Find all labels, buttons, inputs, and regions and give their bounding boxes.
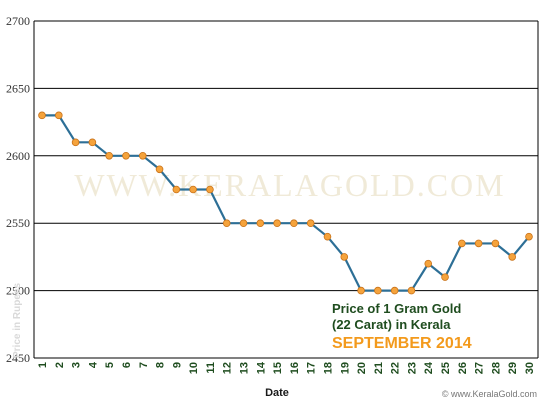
x-tick-label: 25 bbox=[440, 362, 452, 374]
data-point bbox=[38, 111, 46, 120]
data-point bbox=[508, 253, 517, 261]
x-tick-labels: 1 2 3 4 5 6 7 8 9 10 11 12 13 14 15 16 17 18 19 20 21 22 23 24 2… bbox=[37, 361, 536, 374]
data-point bbox=[172, 185, 181, 194]
data-point bbox=[54, 111, 63, 120]
x-tick-label: 14 bbox=[255, 361, 267, 374]
x-tick-label: 28 bbox=[490, 362, 502, 374]
y-tick-label: 2600 bbox=[6, 149, 30, 163]
x-tick-label: 16 bbox=[289, 362, 301, 374]
y-tick-labels: 2450 2500 2550 2600 2650 2700 bbox=[6, 14, 30, 365]
x-tick-label: 17 bbox=[306, 362, 318, 374]
data-point bbox=[323, 232, 332, 241]
data-point bbox=[340, 253, 349, 261]
data-point bbox=[306, 219, 315, 228]
x-tick-label: 22 bbox=[390, 362, 402, 374]
watermark-text: WWW.KERALAGOLD.COM bbox=[74, 167, 505, 203]
data-point bbox=[273, 219, 281, 228]
data-point bbox=[474, 239, 483, 248]
x-tick-label: 2 bbox=[54, 362, 66, 368]
x-tick-label: 23 bbox=[406, 362, 418, 374]
data-point bbox=[71, 138, 80, 147]
x-tick-label: 10 bbox=[188, 362, 200, 374]
x-tick-label: 8 bbox=[155, 362, 167, 368]
y-tick-label: 2550 bbox=[6, 216, 30, 230]
x-tick-label: 7 bbox=[138, 362, 150, 368]
x-tick-label: 6 bbox=[121, 362, 133, 368]
data-point bbox=[138, 152, 147, 160]
data-point bbox=[357, 286, 365, 295]
data-point bbox=[206, 185, 214, 194]
data-point bbox=[491, 239, 500, 248]
data-point bbox=[88, 138, 97, 147]
y-tick-label: 2500 bbox=[6, 284, 30, 298]
x-tick-label: 1 bbox=[37, 362, 49, 368]
x-tick-label: 9 bbox=[171, 362, 183, 368]
site-credit: © www.KeralaGold.com bbox=[442, 389, 537, 399]
data-point bbox=[155, 165, 164, 174]
x-tick-label: 11 bbox=[205, 362, 217, 374]
x-tick-label: 3 bbox=[71, 362, 83, 368]
x-tick-label: 21 bbox=[373, 362, 385, 374]
data-point bbox=[256, 219, 265, 228]
x-tick-label: 19 bbox=[339, 362, 351, 374]
x-tick-label: 24 bbox=[423, 361, 435, 374]
x-tick-label: 20 bbox=[356, 362, 368, 374]
y-axis-title: Price in Rupees bbox=[12, 283, 23, 358]
data-point bbox=[407, 286, 416, 295]
y-tick-label: 2450 bbox=[6, 351, 30, 365]
x-tick-label: 12 bbox=[222, 362, 234, 374]
data-point bbox=[105, 152, 113, 160]
x-axis-title: Date bbox=[265, 387, 289, 399]
x-tick-label: 18 bbox=[322, 362, 334, 374]
data-point bbox=[424, 259, 433, 268]
x-tick-label: 15 bbox=[272, 362, 284, 374]
y-tick-label: 2650 bbox=[6, 81, 30, 95]
data-point bbox=[222, 219, 231, 228]
data-point bbox=[189, 185, 197, 194]
chart-caption: Price of 1 Gram Gold (22 Carat) in Keral… bbox=[332, 301, 472, 352]
data-point bbox=[239, 219, 248, 228]
x-tick-label: 13 bbox=[239, 362, 251, 374]
x-tick-label: 27 bbox=[474, 362, 486, 374]
chart-period: SEPTEMBER 2014 bbox=[332, 335, 472, 352]
x-tick-label: 5 bbox=[104, 362, 116, 368]
data-point bbox=[390, 286, 399, 295]
x-tick-label: 29 bbox=[507, 362, 519, 374]
data-point bbox=[441, 273, 449, 281]
series-layer bbox=[38, 111, 533, 295]
y-tick-label: 2700 bbox=[6, 14, 30, 28]
chart-subtitle: (22 Carat) in Kerala bbox=[332, 317, 451, 332]
data-point bbox=[458, 239, 466, 248]
data-point bbox=[122, 152, 130, 160]
data-point bbox=[290, 219, 298, 228]
x-tick-label: 4 bbox=[87, 361, 99, 368]
chart-title: Price of 1 Gram Gold bbox=[332, 301, 461, 316]
x-tick-label: 26 bbox=[457, 362, 469, 374]
x-tick-label: 30 bbox=[524, 362, 536, 374]
data-point bbox=[525, 232, 533, 241]
data-point bbox=[374, 286, 382, 295]
